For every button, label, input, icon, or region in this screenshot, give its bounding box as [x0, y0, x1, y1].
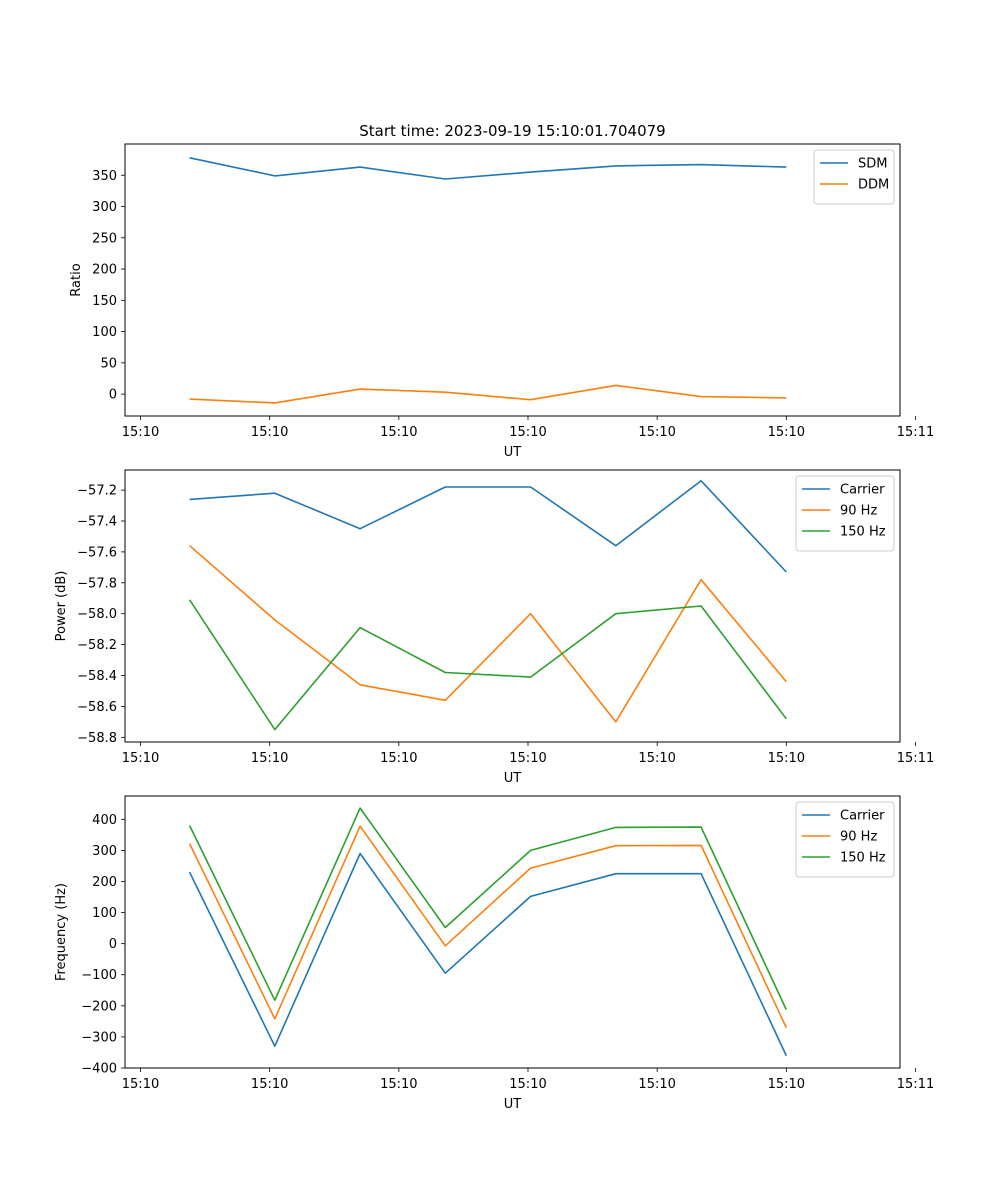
x-tick-label: 15:10 [638, 751, 675, 766]
y-tick-label: −57.4 [77, 515, 117, 530]
x-tick-label: 15:10 [251, 425, 288, 440]
y-tick-label: −100 [81, 968, 117, 983]
x-tick-label: 15:10 [380, 1077, 417, 1092]
x-tick-label: 15:10 [638, 1077, 675, 1092]
ratio-legend: SDM DDM [813, 149, 895, 205]
y-tick-label: −400 [81, 1062, 117, 1077]
y-tick-label: 200 [92, 875, 117, 890]
y-tick-label: −58.0 [77, 607, 117, 622]
series-line-150-hz [188, 599, 787, 731]
x-tick-label: 15:10 [768, 751, 805, 766]
x-axis-label: UT [504, 771, 522, 786]
x-tick-label: 15:10 [509, 425, 546, 440]
y-tick-label: −58.2 [77, 638, 117, 653]
y-tick-label: 0 [109, 937, 117, 952]
axes-frame [124, 795, 901, 1069]
axes-frame [124, 469, 901, 743]
power-legend: Carrier 90 Hz 150 Hz [795, 475, 895, 552]
power-panel: 15:10 15:10 15:10 15:10 15:10 15:10 15:11 −58.8… [54, 469, 934, 786]
y-tick-label: 300 [92, 200, 117, 215]
x-tick-label: 15:10 [509, 751, 546, 766]
y-tick-label: 200 [92, 263, 117, 278]
y-tick-label: 250 [92, 231, 117, 246]
series-line-sdm [189, 157, 787, 180]
x-tick-label: 15:10 [638, 425, 675, 440]
y-tick-label: −300 [81, 1030, 117, 1045]
frequency-legend: Carrier 90 Hz 150 Hz [795, 801, 895, 878]
y-tick-label: 150 [92, 294, 117, 309]
y-tick-label: −57.2 [77, 484, 117, 499]
legend-label: 90 Hz [840, 830, 877, 845]
series-line-carrier [189, 479, 787, 573]
legend-box [795, 801, 895, 878]
y-tick-label: 50 [100, 356, 117, 371]
x-tick-label: 15:11 [897, 751, 934, 766]
x-axis-label: UT [504, 445, 522, 460]
legend-label: DDM [858, 178, 889, 193]
y-tick-label: −58.4 [77, 669, 117, 684]
y-tick-label: −200 [81, 999, 117, 1014]
y-tick-label: 100 [92, 906, 117, 921]
y-tick-label: −57.8 [77, 576, 117, 591]
x-axis-label: UT [504, 1097, 522, 1112]
y-tick-label: 300 [92, 844, 117, 859]
y-tick-label: −58.6 [77, 700, 117, 715]
legend-label: 150 Hz [840, 851, 886, 866]
legend-box [795, 475, 895, 552]
frequency-panel: 15:10 15:10 15:10 15:10 15:10 15:10 15:11 −400 −… [54, 795, 934, 1112]
legend-label: Carrier [840, 483, 885, 498]
x-tick-label: 15:10 [122, 425, 159, 440]
y-tick-label: 400 [92, 813, 117, 828]
series-line-90-hz [189, 545, 787, 723]
x-tick-label: 15:10 [768, 1077, 805, 1092]
y-tick-label: 0 [109, 388, 117, 403]
legend-label: 150 Hz [840, 525, 886, 540]
y-axis-label: Power (dB) [54, 571, 69, 642]
series-line-150-hz [188, 807, 788, 1010]
series-line-carrier [188, 852, 788, 1056]
legend-label: Carrier [840, 809, 885, 824]
y-tick-label: −58.8 [77, 731, 117, 746]
x-tick-label: 15:10 [380, 751, 417, 766]
axes-frame [124, 143, 901, 417]
legend-label: SDM [858, 157, 887, 172]
series-line-ddm [189, 384, 787, 404]
x-tick-label: 15:10 [251, 1077, 288, 1092]
x-tick-label: 15:11 [897, 425, 934, 440]
y-tick-label: −57.6 [77, 545, 117, 560]
x-tick-label: 15:10 [509, 1077, 546, 1092]
x-tick-label: 15:10 [251, 751, 288, 766]
x-tick-label: 15:11 [897, 1077, 934, 1092]
x-tick-label: 15:10 [122, 751, 159, 766]
ratio-panel: 15:10 15:10 15:10 15:10 15:10 15:10 15:11 0 50 10… [69, 143, 934, 460]
series-line-90-hz [188, 825, 788, 1028]
y-tick-label: 100 [92, 325, 117, 340]
figure-title: Start time: 2023-09-19 15:10:01.704079 [359, 122, 665, 140]
x-tick-label: 15:10 [380, 425, 417, 440]
y-tick-label: 350 [92, 169, 117, 184]
legend-label: 90 Hz [840, 504, 877, 519]
y-axis-label: Ratio [69, 263, 84, 296]
x-tick-label: 15:10 [122, 1077, 159, 1092]
x-tick-label: 15:10 [768, 425, 805, 440]
y-axis-label: Frequency (Hz) [54, 883, 69, 981]
